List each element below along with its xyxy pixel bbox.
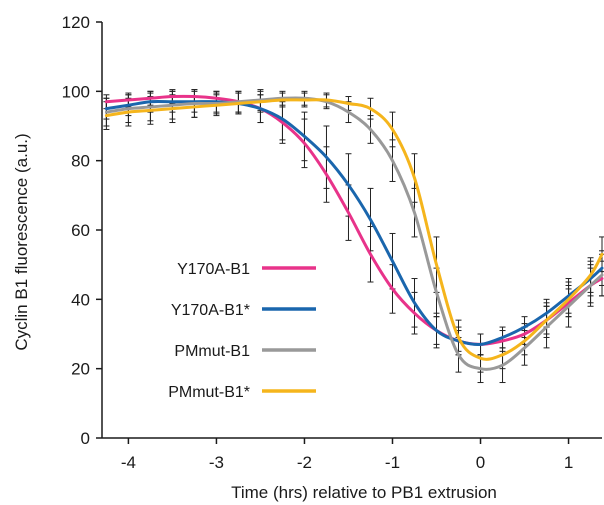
y-tick-label: 0 <box>81 429 90 448</box>
series-lines <box>104 94 604 371</box>
x-tick-label: 0 <box>476 453 485 472</box>
x-ticks: -4 -3 -2 -1 0 1 <box>121 438 573 472</box>
x-tick-label: -2 <box>297 453 312 472</box>
y-axis-title: Cyclin B1 fluorescence (a.u.) <box>12 133 31 350</box>
y-tick-label: 40 <box>71 290 90 309</box>
axes <box>101 22 602 439</box>
legend-label: Y170A-B1* <box>171 302 250 319</box>
y-tick-label: 100 <box>62 82 90 101</box>
legend-item-pmmut-b1: PMmut-B1 <box>174 343 316 360</box>
legend-label: PMmut-B1* <box>168 384 250 401</box>
legend-item-y170a-b1-star: Y170A-B1* <box>171 302 316 319</box>
legend: Y170A-B1 Y170A-B1* PMmut-B1 PMmut-B1* <box>168 261 316 401</box>
legend-label: Y170A-B1 <box>177 261 250 278</box>
x-axis-title: Time (hrs) relative to PB1 extrusion <box>231 483 497 502</box>
y-ticks: 0 20 40 60 80 100 120 <box>62 13 102 448</box>
legend-item-y170a-b1: Y170A-B1 <box>177 261 316 278</box>
legend-label: PMmut-B1 <box>174 343 250 360</box>
y-tick-label: 20 <box>71 360 90 379</box>
x-tick-label: -3 <box>209 453 224 472</box>
y-tick-label: 80 <box>71 152 90 171</box>
series-line-y170a-b1 <box>104 94 604 346</box>
x-tick-label: -1 <box>385 453 400 472</box>
y-tick-label: 120 <box>62 13 90 32</box>
x-tick-label: 1 <box>564 453 573 472</box>
y-tick-label: 60 <box>71 221 90 240</box>
series-line-y170a-b1-star <box>104 99 604 347</box>
x-tick-label: -4 <box>121 453 136 472</box>
series-line-pmmut-b1 <box>104 96 604 371</box>
legend-item-pmmut-b1-star: PMmut-B1* <box>168 384 316 401</box>
series-line-pmmut-b1-star <box>104 98 604 361</box>
